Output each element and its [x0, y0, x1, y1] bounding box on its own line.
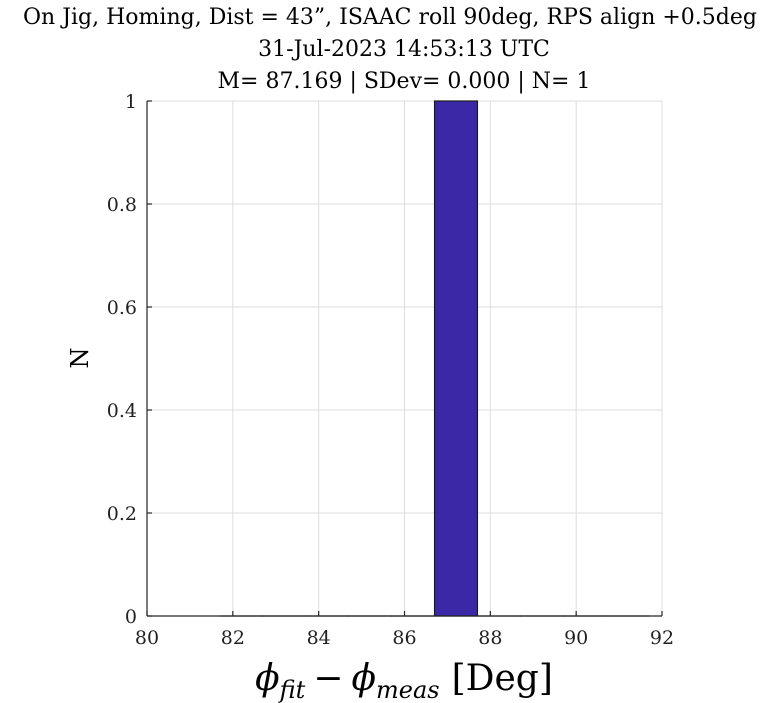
y-axis-label: N — [66, 348, 94, 369]
x-tick-label: 80 — [135, 627, 159, 649]
y-tick-labels: 0 0.2 0.4 0.6 0.8 1 — [107, 91, 137, 628]
x-tick-label: 88 — [478, 627, 502, 649]
x-tick-labels: 80 82 84 86 88 90 92 — [135, 627, 674, 649]
y-tick-label: 0.4 — [107, 400, 137, 422]
x-tick-label: 84 — [307, 627, 331, 649]
y-tick-label: 0.8 — [107, 194, 137, 216]
x-axis-label-unit: [Deg] — [452, 658, 553, 699]
chart-title-line-2: 31-Jul-2023 14:53:13 UTC — [258, 37, 550, 62]
y-tick-label: 0.2 — [107, 503, 137, 525]
histogram-bar — [433, 100, 479, 617]
chart-title-line-1: On Jig, Homing, Dist = 43”, ISAAC roll 9… — [23, 5, 757, 30]
y-tick-label: 1 — [125, 91, 137, 113]
x-tick-label: 92 — [650, 627, 674, 649]
x-axis-label-minus: − — [313, 658, 343, 699]
axes — [146, 100, 663, 617]
y-tick-label: 0.6 — [107, 297, 137, 319]
x-tick-label: 82 — [221, 627, 245, 649]
histogram-bars — [219, 100, 650, 617]
x-axis-label-phi-1: ϕ — [255, 658, 280, 699]
x-axis-label-sub-2: meas — [376, 676, 440, 703]
x-tick-label: 86 — [392, 627, 416, 649]
x-axis-label: ϕfit − ϕmeas [Deg] — [255, 658, 553, 703]
chart-title-line-3: M= 87.169 | SDev= 0.000 | N= 1 — [218, 69, 591, 94]
x-axis-label-sub-1: fit — [278, 676, 306, 703]
x-axis-label-phi-2: ϕ — [351, 658, 376, 699]
y-tick-label: 0 — [125, 606, 137, 628]
x-tick-label: 90 — [564, 627, 588, 649]
